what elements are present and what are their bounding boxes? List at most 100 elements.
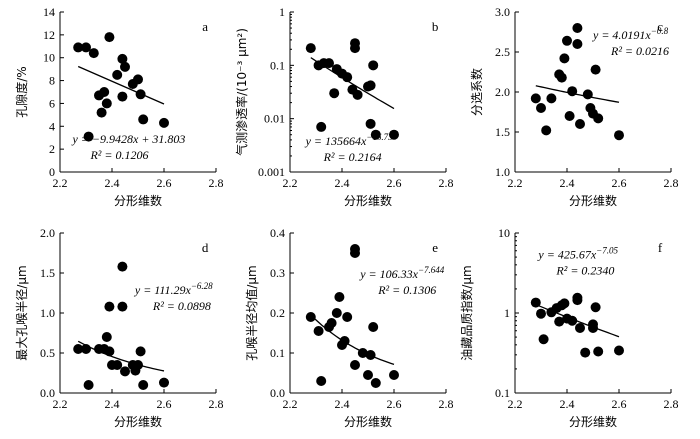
- data-point: [326, 318, 337, 328]
- x-tick-label: 2.6: [612, 176, 627, 190]
- y-tick-label: 3.0: [495, 5, 510, 19]
- equation-label: y = 4.0191x−0.8: [592, 26, 669, 42]
- x-tick-label: 2.4: [560, 397, 575, 411]
- data-point: [572, 23, 583, 33]
- x-tick-label: 2.8: [439, 176, 454, 190]
- panel-f: 2.2 2.4 2.6 2.8 0.1 1 10 分形维数 油藏品质指数/μm f y = 425.…: [459, 226, 679, 429]
- data-point: [120, 366, 130, 377]
- data-point: [101, 98, 112, 109]
- data-point: [133, 74, 143, 85]
- panel-e: 2.2 2.4 2.6 2.8 0.0 0.1 0.2 0.3 0.4 分形维数 孔喉半径均值/μm…: [244, 226, 454, 429]
- y-tick-label: 1.5: [40, 266, 55, 280]
- data-point: [575, 119, 585, 129]
- y-axis-title: 孔隙度/%: [14, 66, 29, 117]
- data-point: [567, 315, 578, 326]
- data-point: [88, 48, 99, 59]
- data-point: [365, 350, 376, 360]
- x-tick-label: 2.6: [157, 176, 172, 190]
- equation-label: y = 106.33x−7.644: [359, 265, 445, 281]
- x-axis-title: 分形维数: [344, 193, 392, 208]
- data-point: [389, 129, 399, 140]
- data-point: [590, 64, 601, 75]
- data-point: [357, 348, 368, 358]
- data-point: [556, 72, 567, 83]
- panel-b: 2.2 2.4 2.6 2.8 0.001 0.01 0.1 1 分形维数 气测渗透率/(10⁻³…: [234, 5, 454, 208]
- data-point: [350, 43, 360, 54]
- y-tick-label: 0.4: [270, 226, 285, 240]
- data-point: [101, 332, 112, 342]
- x-axis-title: 分形维数: [114, 414, 162, 429]
- data-point: [73, 344, 84, 354]
- trend-line: [77, 65, 165, 105]
- y-tick-label: 0: [49, 165, 55, 179]
- data-point: [559, 53, 570, 64]
- data-point: [536, 308, 546, 319]
- y-tick-label: 1.5: [495, 125, 510, 139]
- y-tick-label: 0.1: [495, 386, 510, 400]
- data-point: [562, 35, 572, 46]
- trend-line: [77, 340, 165, 372]
- y-tick-label: 0.0: [40, 386, 55, 400]
- y-tick-label: 1.0: [495, 165, 510, 179]
- data-point: [389, 370, 399, 380]
- x-axis-title: 分形维数: [344, 414, 392, 429]
- y-tick-label: 0.1: [270, 346, 285, 360]
- panel-letter: f: [658, 240, 663, 255]
- r-squared-label: R² = 0.1206: [89, 148, 148, 162]
- data-point: [81, 344, 91, 354]
- y-tick-label: 1.0: [40, 306, 55, 320]
- data-point: [541, 125, 552, 136]
- y-tick-label: 2: [49, 142, 55, 156]
- y-tick-label: 0.0: [270, 386, 285, 400]
- x-tick-label: 2.8: [664, 176, 679, 190]
- data-point: [159, 117, 169, 128]
- data-point: [370, 378, 381, 388]
- x-axis-title: 分形维数: [114, 193, 162, 208]
- data-point: [567, 86, 578, 97]
- data-point: [580, 347, 591, 358]
- panel-c: 2.2 2.4 2.6 2.8 1.0 1.5 2.0 2.5 3.0 分形维数 分选系数 cy = …: [469, 5, 679, 208]
- data-point: [538, 334, 549, 345]
- panel-letter: d: [202, 240, 209, 255]
- data-point: [342, 72, 353, 83]
- y-tick-label: 14: [43, 5, 55, 19]
- data-point: [133, 360, 143, 370]
- data-point: [590, 302, 601, 313]
- panel-a: 2.2 2.4 2.6 2.8 0 2 4 6 8 10 12 14 分形维数 孔隙度/% a y = −9.…: [14, 5, 224, 208]
- x-tick-label: 2.4: [560, 176, 575, 190]
- x-tick-label: 2.4: [335, 397, 350, 411]
- data-point: [313, 326, 324, 336]
- data-point: [117, 301, 128, 312]
- r-squared-label: R² = 0.0898: [152, 299, 211, 313]
- r-squared-label: R² = 0.2164: [323, 150, 382, 164]
- x-tick-label: 2.6: [387, 176, 402, 190]
- data-point: [368, 322, 379, 332]
- y-tick-label: 6: [49, 96, 55, 110]
- data-point: [73, 42, 84, 53]
- y-tick-label: 12: [43, 28, 55, 42]
- x-tick-label: 2.2: [508, 397, 523, 411]
- data-point: [324, 58, 334, 69]
- panel-letter: a: [202, 19, 208, 34]
- data-point: [572, 295, 583, 306]
- data-point: [135, 89, 146, 100]
- y-tick-label: 10: [43, 51, 55, 65]
- x-tick-label: 2.2: [283, 397, 298, 411]
- y-tick-label: 1: [504, 306, 510, 320]
- data-point: [117, 91, 128, 102]
- x-tick-label: 2.8: [439, 397, 454, 411]
- data-point: [530, 93, 541, 104]
- data-point: [339, 336, 350, 346]
- data-point: [135, 346, 146, 357]
- y-tick-label: 0.1: [270, 58, 285, 72]
- r-squared-label: R² = 0.1306: [377, 283, 436, 297]
- data-point: [117, 53, 128, 64]
- y-tick-label: 8: [49, 74, 55, 88]
- x-axis-title: 分形维数: [569, 414, 617, 429]
- x-tick-label: 2.6: [387, 397, 402, 411]
- panel-letter: e: [432, 240, 438, 255]
- x-axis-title: 分形维数: [569, 193, 617, 208]
- y-axis-title: 油藏品质指数/μm: [459, 265, 474, 360]
- x-tick-label: 2.2: [53, 176, 68, 190]
- r-squared-label: R² = 0.2340: [555, 264, 614, 278]
